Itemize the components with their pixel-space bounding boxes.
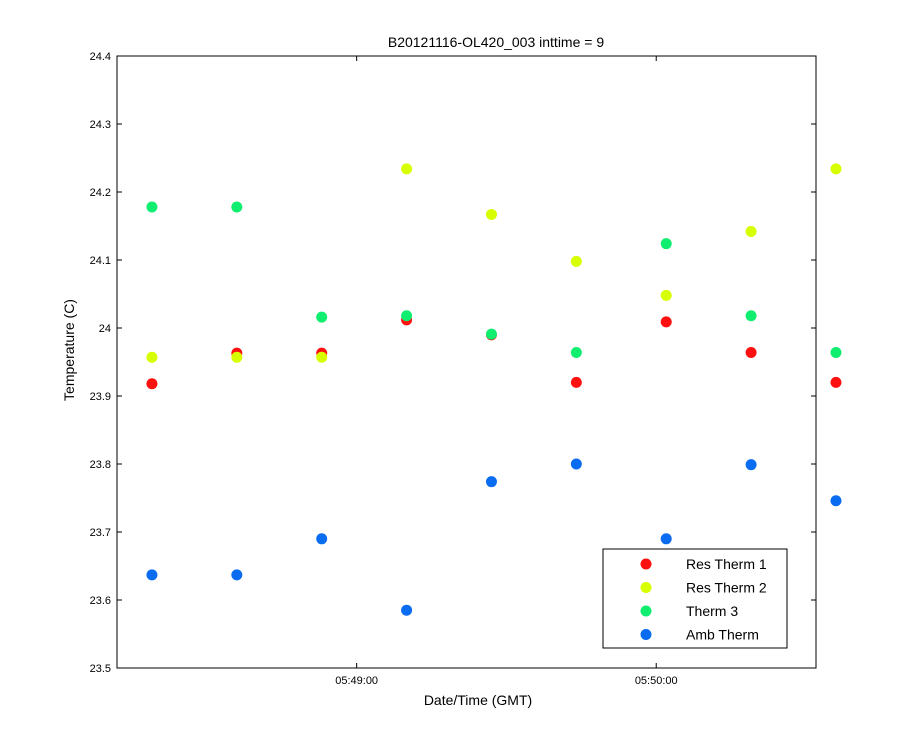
data-point-amb-therm xyxy=(745,459,757,471)
data-point-amb-therm xyxy=(660,533,672,545)
legend-marker-res-therm-2 xyxy=(640,582,652,593)
data-point-therm-3 xyxy=(316,311,328,323)
y-tick-label: 23.7 xyxy=(90,527,111,539)
data-point-amb-therm xyxy=(485,476,497,488)
data-point-res-therm-1 xyxy=(146,378,158,390)
legend-marker-amb-therm xyxy=(640,629,652,640)
data-point-res-therm-1 xyxy=(660,316,672,328)
data-point-res-therm-2 xyxy=(570,255,582,267)
legend-marker-res-therm-1 xyxy=(640,558,652,570)
data-point-res-therm-2 xyxy=(231,351,243,363)
data-point-amb-therm xyxy=(316,533,328,545)
data-point-therm-3 xyxy=(660,238,672,250)
x-axis-ticks: 05:49:00 05:50:00 xyxy=(335,56,678,687)
x-tick-label: 05:49:00 xyxy=(335,675,378,687)
y-tick-label: 24.4 xyxy=(90,51,111,63)
legend-label-amb-therm: Amb Therm xyxy=(686,627,759,643)
legend-label-res-therm-1: Res Therm 1 xyxy=(686,556,767,572)
data-point-therm-3 xyxy=(146,201,158,213)
y-tick-label: 24.3 xyxy=(90,119,111,131)
y-tick-label: 23.8 xyxy=(90,459,111,471)
y-tick-label: 24.2 xyxy=(90,187,111,199)
x-axis-label: Date/Time (GMT) xyxy=(424,692,532,708)
data-point-amb-therm xyxy=(401,604,413,616)
y-tick-label: 24 xyxy=(99,323,111,335)
data-point-res-therm-1 xyxy=(830,376,842,388)
data-point-therm-3 xyxy=(231,201,243,213)
legend-label-res-therm-2: Res Therm 2 xyxy=(686,580,767,596)
legend-box xyxy=(602,548,788,649)
data-point-amb-therm xyxy=(146,569,158,581)
data-point-res-therm-2 xyxy=(745,225,757,237)
x-tick-label: 05:50:00 xyxy=(635,675,678,687)
legend: Res Therm 1 Res Therm 2 Therm 3 Amb Therm xyxy=(602,548,788,649)
y-tick-label: 23.6 xyxy=(90,595,111,607)
data-point-res-therm-2 xyxy=(146,351,158,363)
data-points xyxy=(146,163,842,616)
data-point-res-therm-2 xyxy=(660,289,672,301)
y-axis-label: Temperature (C) xyxy=(61,299,77,401)
data-point-therm-3 xyxy=(401,310,413,322)
data-point-therm-3 xyxy=(570,346,582,358)
data-point-amb-therm xyxy=(830,495,842,507)
legend-marker-therm-3 xyxy=(640,605,652,617)
data-point-res-therm-2 xyxy=(401,163,413,175)
y-tick-label: 23.5 xyxy=(90,663,111,675)
data-point-amb-therm xyxy=(231,569,243,581)
data-point-res-therm-2 xyxy=(485,208,497,220)
y-tick-label: 23.9 xyxy=(90,391,111,403)
data-point-res-therm-2 xyxy=(316,351,328,363)
data-point-therm-3 xyxy=(745,310,757,322)
data-point-res-therm-2 xyxy=(830,163,842,175)
y-tick-label: 24.1 xyxy=(90,255,111,267)
y-axis-ticks: 23.5 23.6 23.7 23.8 23.9 24 24.1 24.2 24.3 24.4 xyxy=(90,51,816,675)
data-point-res-therm-1 xyxy=(570,376,582,388)
chart-title: B20121116-OL420_003 inttime = 9 xyxy=(388,34,604,50)
data-point-amb-therm xyxy=(570,458,582,470)
data-point-therm-3 xyxy=(485,328,497,340)
legend-label-therm-3: Therm 3 xyxy=(686,603,738,619)
data-point-therm-3 xyxy=(830,346,842,358)
data-point-res-therm-1 xyxy=(745,346,757,358)
